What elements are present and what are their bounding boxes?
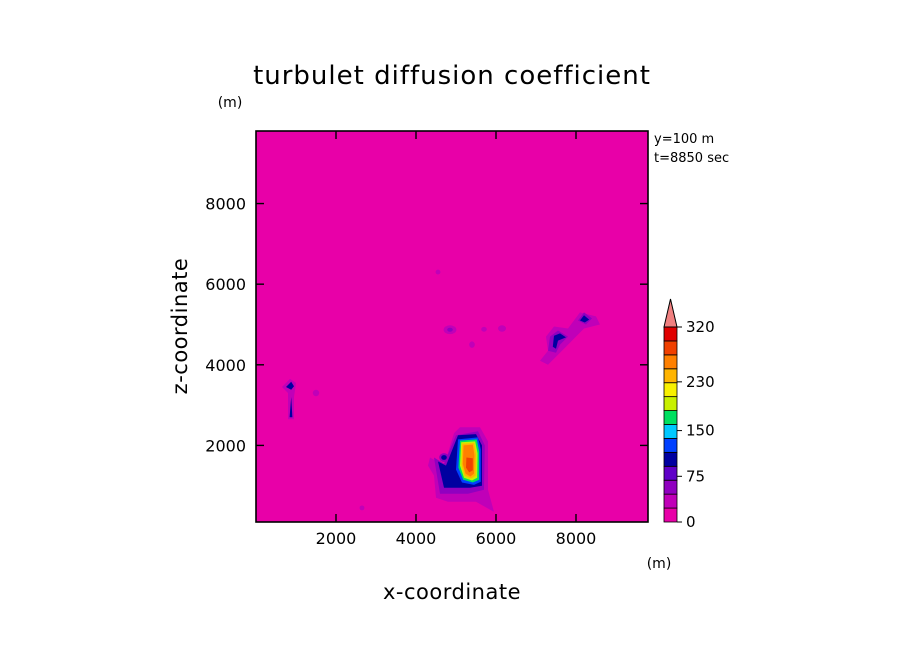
colorbar-swatch (663, 340, 678, 356)
speck-contour (498, 325, 506, 332)
annotation-time: t=8850 sec (654, 151, 729, 166)
left-lower-contour-80 (289, 397, 293, 418)
colorbar-swatch (663, 465, 678, 481)
speck-contour (435, 269, 441, 275)
colorbar-swatch (663, 479, 678, 495)
plot-area (255, 130, 649, 523)
colorbar-tick-label: 0 (686, 513, 696, 531)
speck-contour (359, 505, 365, 511)
left-contour-20 (282, 378, 296, 420)
x-tick-label: 8000 (556, 529, 597, 548)
y-axis-ticks: 2000 4000 6000 8000 (205, 195, 648, 455)
colorbar-swatch (663, 451, 678, 467)
x-unit-label: (m) (647, 556, 672, 572)
speck-contour (312, 389, 320, 397)
y-tick-label: 6000 (205, 275, 246, 294)
colorbar-swatch (663, 382, 678, 398)
x-tick-label: 4000 (396, 529, 437, 548)
y-axis-label: z-coordinate (168, 258, 192, 395)
colorbar-swatch (663, 396, 678, 411)
annotation-y-level: y=100 m (654, 132, 714, 147)
colorbar-swatch (663, 493, 678, 509)
right-contour-80 (552, 333, 566, 349)
colorbar-tick-label: 150 (686, 422, 715, 440)
colorbar-swatch (663, 410, 678, 425)
colorbar-swatch (663, 326, 678, 342)
x-tick-label: 6000 (476, 529, 517, 548)
x-axis-label: x-coordinate (383, 580, 521, 604)
colorbar-swatch (663, 507, 678, 523)
y-tick-label: 2000 (205, 436, 246, 455)
colorbar-swatch (663, 368, 678, 384)
y-unit-label: (m) (218, 95, 243, 111)
x-axis-ticks: 2000 4000 6000 8000 (316, 131, 597, 548)
x-tick-label: 2000 (316, 529, 357, 548)
speck-contour (447, 327, 453, 332)
speck-contour (469, 341, 475, 348)
y-tick-label: 8000 (205, 195, 246, 214)
right-upper-contour-80 (580, 315, 590, 323)
colorbar-swatch (663, 354, 678, 370)
colorbar: 0 75 150 230 320 (663, 298, 715, 531)
colorbar-tick-label: 230 (686, 373, 715, 391)
colorbar-tick-label: 320 (686, 318, 715, 336)
colorbar-swatch (663, 424, 678, 439)
colorbar-extend-arrow (663, 298, 678, 328)
chart-title: turbulet diffusion coefficient (253, 61, 651, 91)
colorbar-swatch (663, 438, 678, 453)
plot-frame (255, 130, 649, 523)
speck-contour (441, 455, 447, 460)
plume-contour-240 (466, 457, 473, 473)
colorbar-tick-label: 75 (686, 467, 705, 485)
left-contour-80 (286, 381, 294, 390)
y-tick-label: 4000 (205, 356, 246, 375)
speck-contour (481, 326, 487, 332)
